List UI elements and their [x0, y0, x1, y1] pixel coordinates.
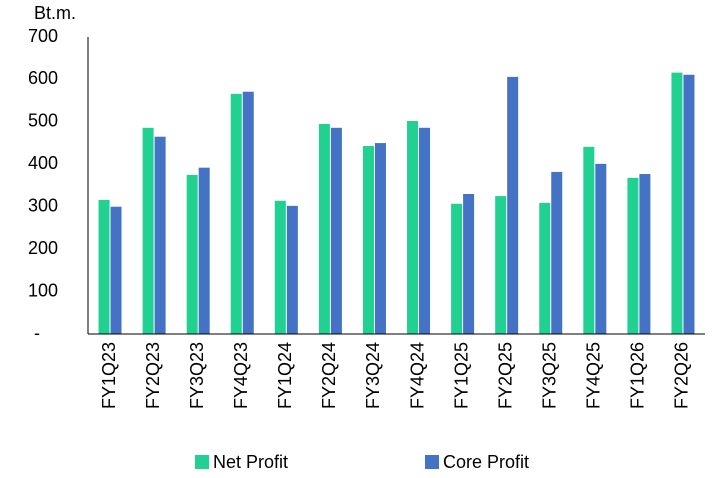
- bar: [186, 174, 198, 334]
- x-tick-label: FY1Q25: [451, 342, 471, 409]
- bar: [318, 123, 330, 334]
- bar: [98, 199, 110, 334]
- x-tick-label: FY2Q26: [672, 342, 692, 409]
- legend-swatch: [425, 455, 439, 469]
- bar: [274, 200, 286, 334]
- bar: [362, 146, 374, 334]
- bar: [419, 127, 431, 334]
- x-tick-label: FY1Q23: [99, 342, 119, 409]
- y-tick-label: 500: [28, 111, 58, 131]
- x-tick-label: FY1Q26: [628, 342, 648, 409]
- bar: [374, 143, 386, 334]
- bar: [110, 206, 122, 334]
- legend-label: Core Profit: [443, 452, 529, 472]
- legend-label: Net Profit: [213, 452, 288, 472]
- legend-swatch: [195, 455, 209, 469]
- bar: [583, 146, 595, 334]
- bar: [242, 91, 254, 335]
- y-tick-label: 100: [28, 280, 58, 300]
- y-tick-label: 200: [28, 238, 58, 258]
- y-tick-label: 700: [28, 26, 58, 46]
- bar: [451, 203, 463, 334]
- bar: [683, 74, 695, 335]
- bar: [286, 205, 298, 334]
- bar: [551, 171, 563, 334]
- bar: [539, 202, 551, 334]
- bar: [330, 127, 342, 334]
- bar: [463, 193, 475, 334]
- bar: [495, 196, 507, 334]
- x-tick-label: FY4Q24: [407, 342, 427, 409]
- x-tick-label: FY3Q24: [363, 342, 383, 409]
- x-tick-label: FY3Q25: [540, 342, 560, 409]
- bar: [154, 136, 166, 334]
- bar: [671, 72, 683, 334]
- y-tick-label: -: [34, 323, 40, 343]
- y-tick-label: 300: [28, 195, 58, 215]
- y-tick-label: 600: [28, 68, 58, 88]
- y-tick-label: 400: [28, 153, 58, 173]
- x-tick-label: FY2Q23: [143, 342, 163, 409]
- bar: [627, 177, 639, 334]
- bar: [407, 121, 419, 334]
- x-tick-label: FY4Q23: [231, 342, 251, 409]
- bar: [142, 127, 154, 334]
- bar: [230, 93, 242, 335]
- bar: [198, 167, 210, 334]
- bar: [639, 174, 651, 334]
- x-tick-label: FY4Q25: [584, 342, 604, 409]
- x-tick-label: FY2Q25: [495, 342, 515, 409]
- unit-label: Bt.m.: [34, 3, 76, 23]
- x-tick-label: FY3Q23: [187, 342, 207, 409]
- bar: [595, 163, 607, 334]
- x-tick-label: FY1Q24: [275, 342, 295, 409]
- bar: [507, 76, 519, 334]
- x-tick-label: FY2Q24: [319, 342, 339, 409]
